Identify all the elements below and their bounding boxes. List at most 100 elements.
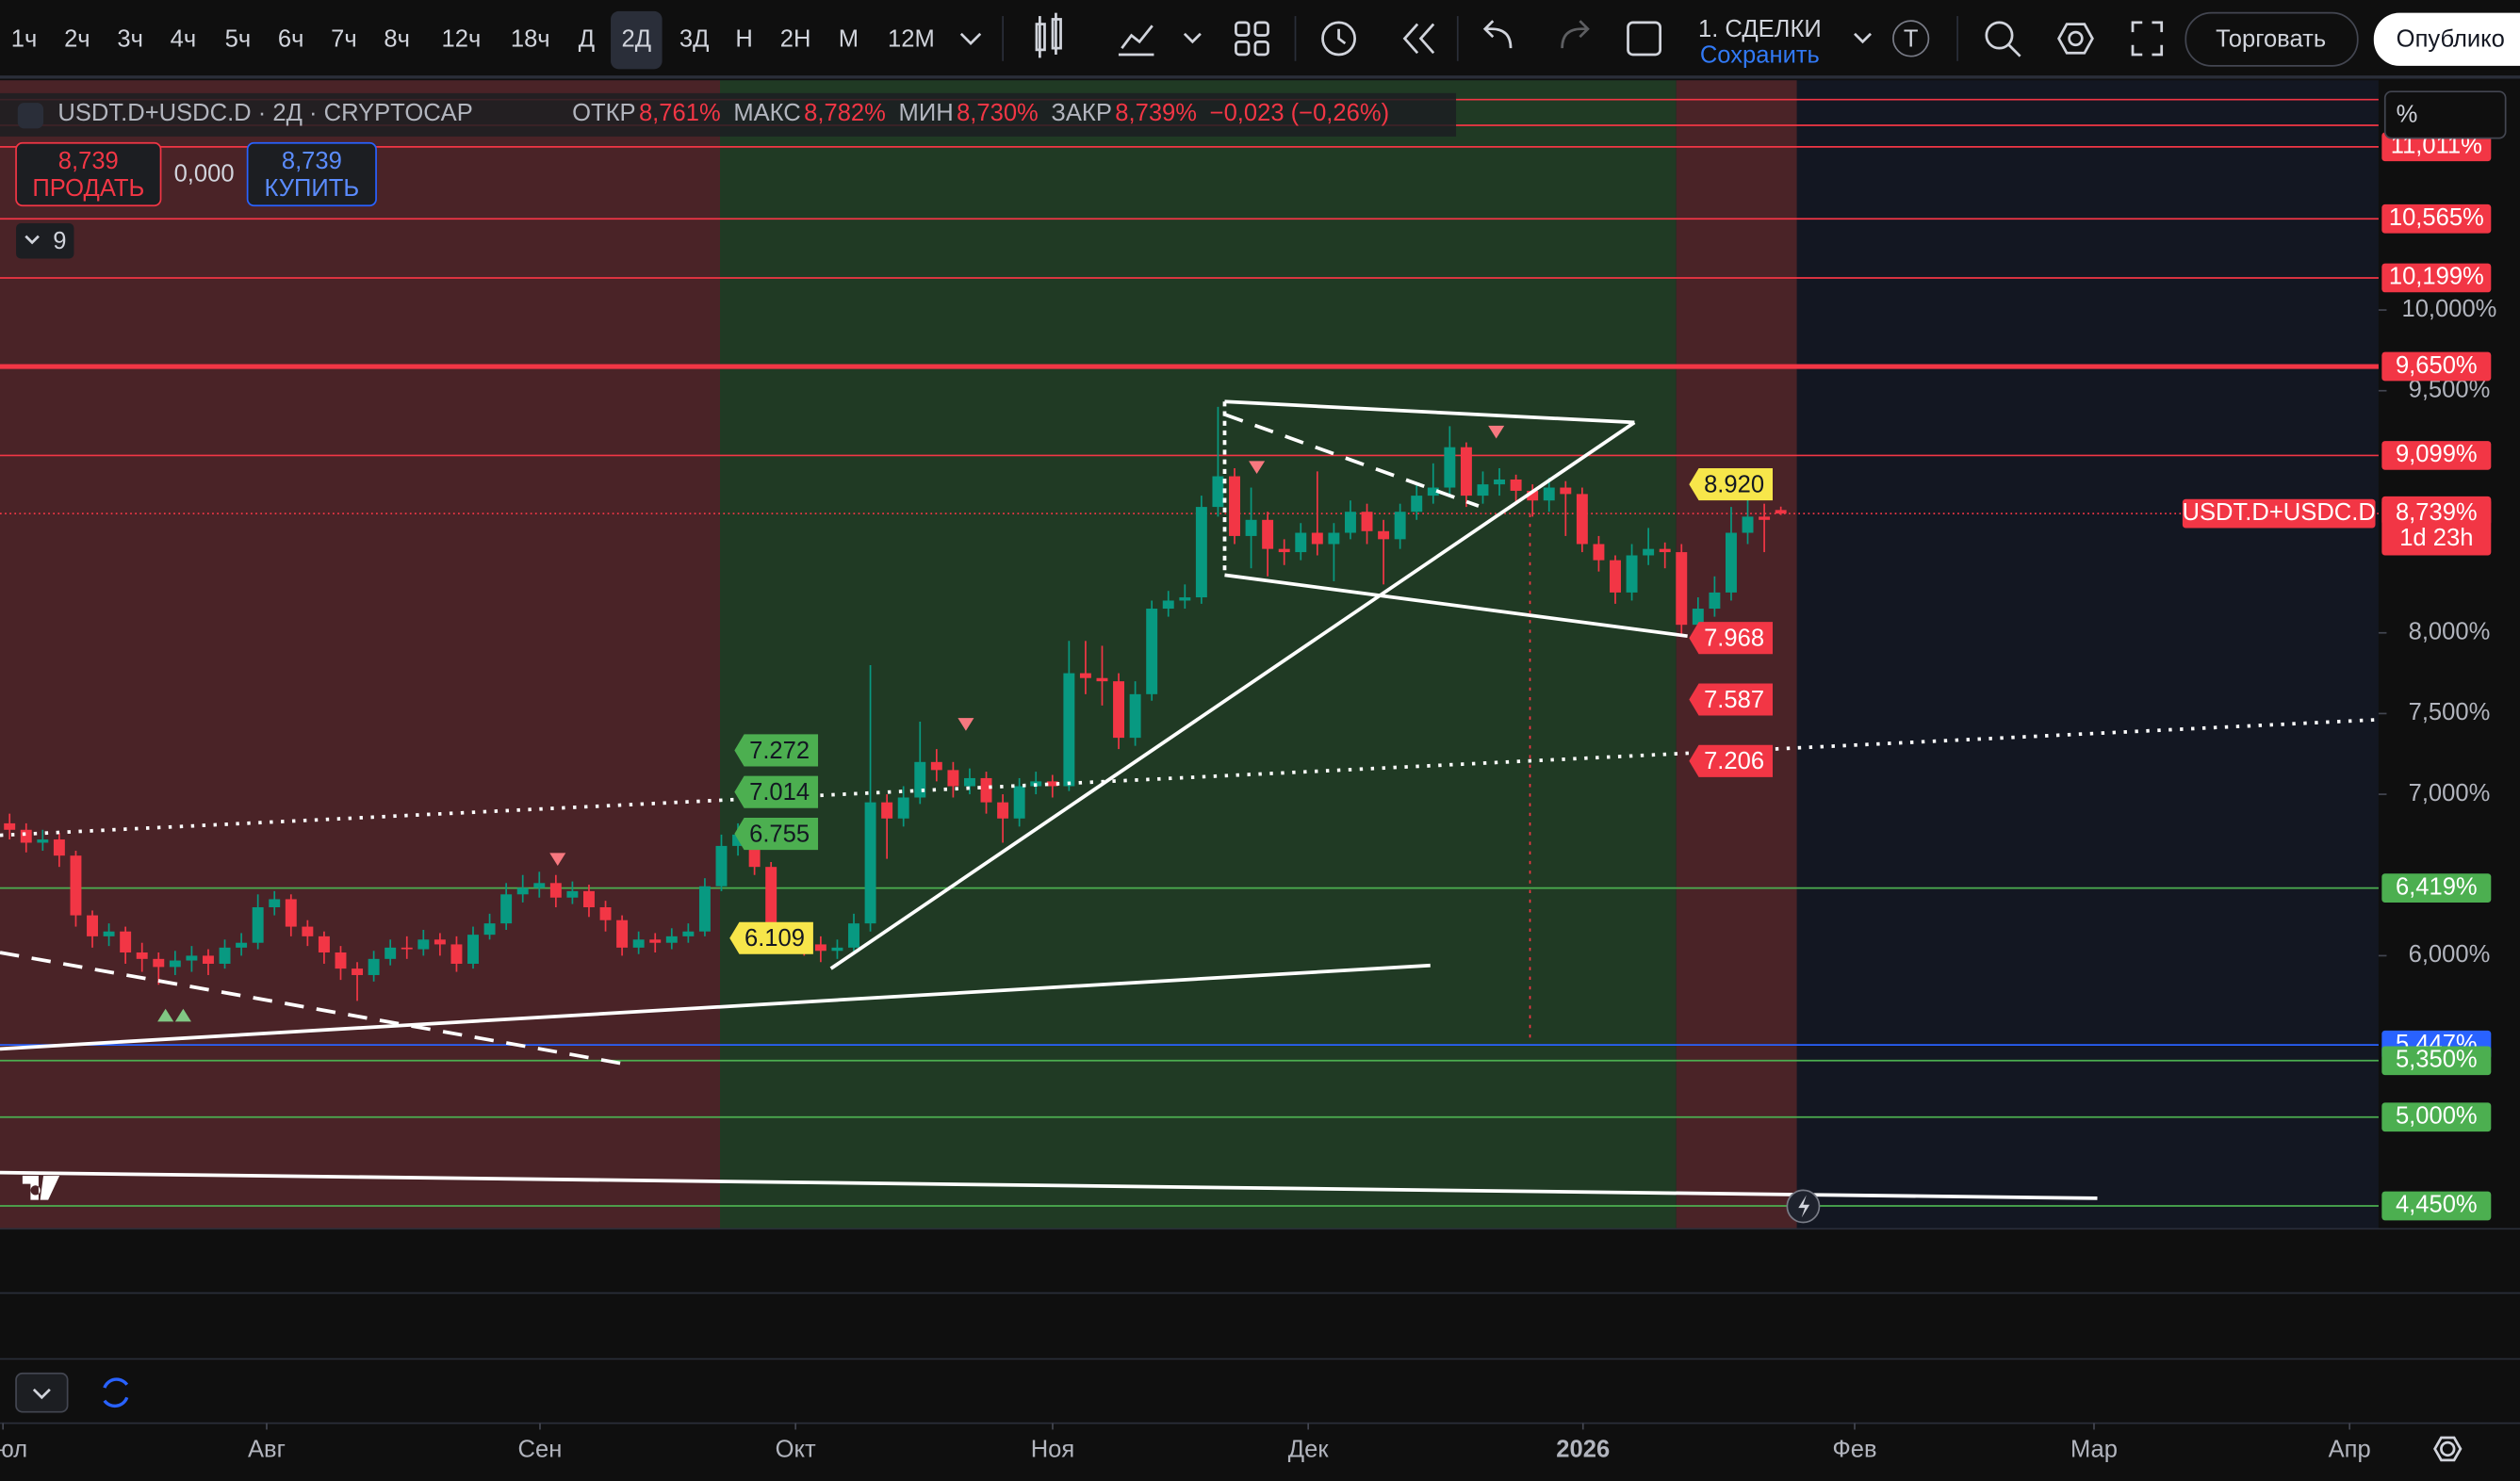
alert-button[interactable]	[1321, 21, 1356, 57]
trade-label: Торговать	[2216, 25, 2326, 52]
indicators-dropdown[interactable]	[1183, 32, 1202, 44]
level-label: 9,099%	[2396, 441, 2478, 467]
interval-button[interactable]: 7ч	[331, 25, 357, 52]
settings-button[interactable]	[2057, 23, 2094, 55]
interval-button[interactable]: 2Д	[622, 25, 652, 52]
interval-button[interactable]: 4ч	[171, 25, 197, 52]
candle-body	[1610, 560, 1621, 593]
candle-body	[516, 887, 529, 895]
layout-dropdown[interactable]	[1854, 32, 1873, 44]
replay-button[interactable]	[1402, 23, 1435, 55]
interval-button[interactable]: 6ч	[278, 25, 304, 52]
interval-button[interactable]: 3ч	[117, 25, 143, 52]
sync-button[interactable]	[103, 1377, 129, 1408]
symbol-logo	[17, 103, 44, 129]
legend-key: ОТКР	[572, 100, 635, 126]
interval-button[interactable]: 3Д	[679, 25, 710, 52]
candle-body	[483, 923, 496, 936]
candle-body	[153, 958, 165, 968]
x-tick-label: Июл	[0, 1436, 27, 1462]
candle-body	[632, 939, 645, 948]
dashed-trendline	[1223, 413, 1480, 508]
interval-button[interactable]: 12ч	[442, 25, 482, 52]
trade-button[interactable]	[2185, 11, 2359, 67]
quick-search-button[interactable]	[1985, 21, 2021, 57]
interval-button[interactable]: 2Н	[780, 25, 811, 52]
candle-body	[1113, 681, 1125, 739]
spread: 0,000	[174, 161, 235, 187]
candle-body	[582, 890, 595, 908]
candle-body	[1676, 552, 1688, 626]
interval-button[interactable]: 18ч	[511, 25, 550, 52]
avatar-letter: T	[1904, 25, 1919, 52]
indicators-toggle[interactable]	[16, 222, 74, 259]
price-tag	[729, 921, 813, 954]
x-tick-label: Фев	[1832, 1436, 1876, 1462]
symbol-title[interactable]: USDT.D+USDC.D · 2Д · CRYPTOCAP	[57, 100, 472, 126]
interval-button[interactable]: Н	[735, 25, 752, 52]
buy-button[interactable]	[246, 141, 377, 207]
candle-body	[848, 923, 859, 948]
undo-button[interactable]	[1482, 20, 1513, 49]
collapse-button[interactable]	[15, 1372, 69, 1413]
scale-mode: %	[2397, 102, 2418, 128]
candle-body	[269, 899, 281, 908]
scale-mode-box[interactable]	[2383, 90, 2507, 139]
candle-body	[1162, 600, 1174, 610]
candle-body	[385, 947, 397, 959]
layouts-button[interactable]	[1235, 21, 1269, 57]
interval-button[interactable]: 12М	[888, 25, 935, 52]
candle-body	[203, 955, 214, 964]
candle-body	[120, 931, 132, 952]
candle-body	[963, 777, 975, 787]
interval-button[interactable]: 5ч	[225, 25, 252, 52]
legend-value: 8,739%	[1115, 100, 1197, 126]
candle-body	[947, 770, 959, 787]
layout-name[interactable]: 1. СДЕЛКИ	[1698, 16, 1822, 42]
indicators-chevron	[25, 235, 40, 245]
candle-body	[1593, 544, 1605, 561]
layout-icon[interactable]	[1627, 21, 1661, 57]
legend-value: 8,761%	[639, 100, 721, 126]
price-tag-label: 7.968	[1704, 626, 1764, 652]
legend-value: 8,782%	[804, 100, 886, 126]
interval-button[interactable]: М	[839, 25, 859, 52]
zone-red	[0, 80, 720, 1229]
level-label-bg	[2381, 263, 2492, 293]
toolbar-group: 1ч 2ч 3ч 4ч 5ч 6ч 7ч 8ч 12ч 18ч Д 2Д 3Д Н 2Н М 12М	[11, 10, 935, 70]
redo-button[interactable]	[1561, 20, 1590, 49]
candle-body	[302, 926, 314, 936]
price-tag-label: 7.587	[1704, 687, 1764, 713]
candle-body	[1775, 510, 1787, 514]
last-price-name-bg	[2182, 498, 2376, 529]
avatar[interactable]	[1892, 20, 1930, 57]
candle-body	[1725, 532, 1737, 593]
candle-body	[1262, 519, 1274, 549]
candle-type-button[interactable]	[1035, 12, 1062, 58]
candle-body	[467, 935, 479, 964]
last-price-name: USDT.D+USDC.D	[2183, 499, 2376, 526]
candle-body	[1129, 693, 1141, 739]
interval-button[interactable]: 8ч	[384, 25, 410, 52]
candle-body	[980, 777, 992, 803]
buy-markers	[157, 1008, 191, 1022]
sell-button[interactable]	[15, 141, 162, 207]
interval-button[interactable]: Д	[579, 25, 595, 52]
interval-button[interactable]: 2ч	[64, 25, 90, 52]
candle-body	[4, 822, 16, 830]
interval-dropdown[interactable]	[959, 32, 982, 45]
candle-body	[1212, 476, 1224, 508]
candle-body	[748, 834, 761, 868]
axis-settings-button[interactable]	[2433, 1436, 2463, 1462]
interval-button[interactable]: 1ч	[11, 25, 38, 52]
publish-button[interactable]	[2373, 12, 2520, 66]
candle-body	[318, 936, 330, 952]
candle-body	[450, 944, 463, 964]
y-tick-label: 6,000%	[2409, 941, 2491, 968]
candle-body	[1626, 555, 1638, 593]
fullscreen-button[interactable]	[2131, 21, 2164, 57]
candle-body	[1527, 490, 1539, 501]
indicators-button[interactable]	[1118, 24, 1154, 57]
candle-body	[87, 915, 98, 936]
